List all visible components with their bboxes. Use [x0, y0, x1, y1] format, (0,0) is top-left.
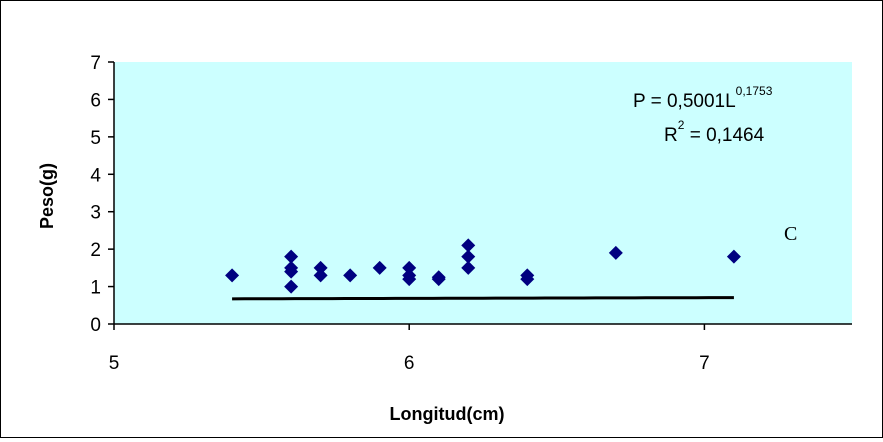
data-point — [461, 249, 476, 264]
x-tick-label: 7 — [699, 353, 710, 374]
trendline-equation: P = 0,5001L0,1753 — [633, 84, 773, 112]
equation-exponent: 0,1753 — [736, 84, 773, 98]
data-points — [225, 238, 741, 294]
data-point — [402, 268, 417, 283]
equation-base: P = 0,5001L — [633, 91, 736, 112]
data-point — [461, 238, 476, 253]
y-tick-label: 5 — [90, 128, 101, 149]
data-point — [726, 249, 741, 264]
data-point — [313, 268, 328, 283]
y-tick-label: 1 — [90, 278, 101, 299]
y-tick-label: 4 — [90, 165, 101, 186]
y-tick-label: 6 — [90, 90, 101, 111]
y-tick-label: 7 — [90, 53, 101, 74]
x-tick-label: 5 — [109, 353, 120, 374]
trendline-path — [232, 296, 734, 301]
data-point — [284, 260, 299, 275]
y-tick-label: 0 — [90, 315, 101, 336]
data-point — [343, 268, 358, 283]
y-axis-label: Peso(g) — [37, 163, 57, 229]
r-squared: R2 = 0,1464 — [664, 118, 765, 146]
data-point — [284, 249, 299, 264]
data-point — [608, 245, 623, 260]
data-point — [225, 268, 240, 283]
y-axis: 0 1 2 3 4 5 6 7 — [90, 53, 115, 336]
panel-label: C — [784, 223, 797, 245]
data-point — [313, 260, 328, 275]
r-squared-exponent: 2 — [678, 118, 685, 132]
y-tick-label: 2 — [90, 240, 101, 261]
data-point — [431, 270, 446, 285]
plot-area — [114, 62, 852, 324]
data-point — [372, 260, 387, 275]
x-axis-label: Longitud(cm) — [390, 404, 505, 424]
x-tick-label: 6 — [404, 353, 415, 374]
data-point — [461, 260, 476, 275]
x-axis: 5 6 7 — [109, 323, 852, 374]
data-point — [402, 260, 417, 275]
data-point — [284, 279, 299, 294]
y-tick-label: 3 — [90, 203, 101, 224]
trendline — [232, 296, 734, 301]
r-squared-value: = 0,1464 — [684, 125, 764, 146]
r-squared-base: R — [664, 125, 678, 146]
data-point — [520, 268, 535, 283]
